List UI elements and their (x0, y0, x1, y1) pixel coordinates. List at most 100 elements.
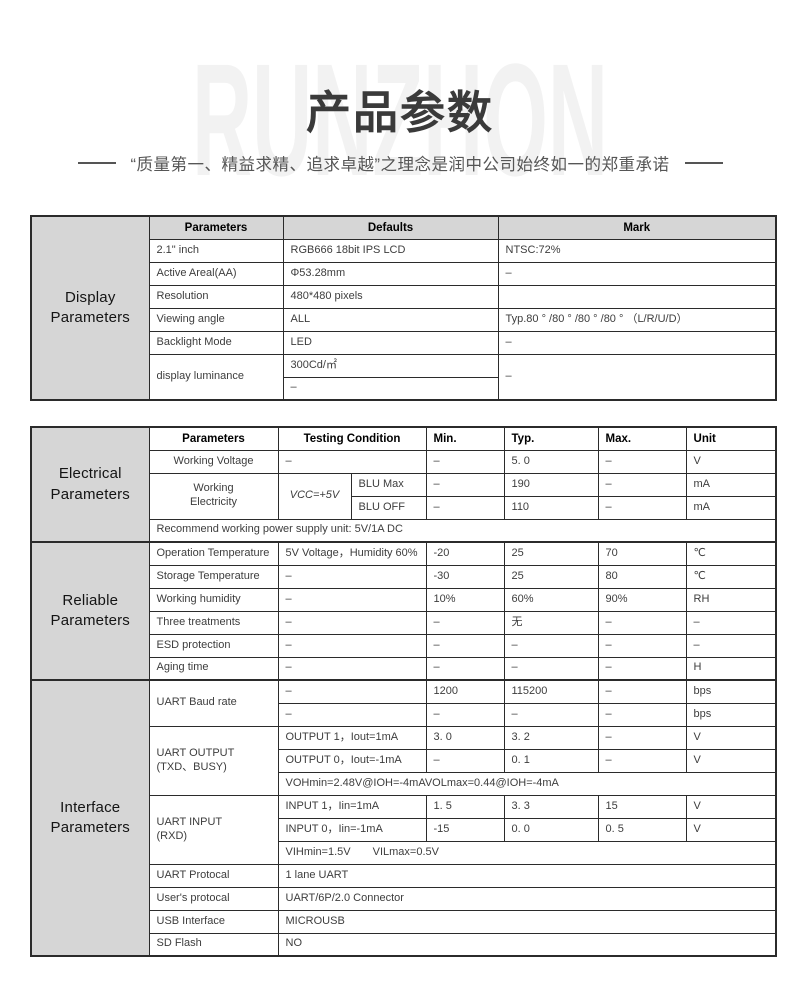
condition-cell: – (277, 633, 427, 658)
param-cell: Operation Temperature (148, 541, 279, 566)
max-cell: – (597, 679, 687, 704)
min-cell: – (425, 633, 505, 658)
condition-cell: INPUT 1，Iin=1mA (277, 794, 427, 819)
min-cell: -15 (425, 817, 505, 842)
typ-cell: – (503, 656, 599, 681)
col-header-parameters: Parameters (148, 215, 284, 240)
default-cell: Φ53.28mm (282, 261, 499, 286)
max-cell: 80 (597, 564, 687, 589)
mark-cell: Typ.80 ° /80 ° /80 ° /80 ° （L/R/U/D） (497, 307, 777, 332)
mark-cell: – (497, 261, 777, 286)
min-cell: – (425, 748, 505, 773)
table-row: – (31, 376, 776, 401)
typ-cell: 0. 1 (503, 748, 599, 773)
note-cell: Recommend working power supply unit: 5V/… (148, 518, 777, 543)
max-cell: – (597, 449, 687, 474)
subtitle-row: “质量第一、精益求精、追求卓越”之理念是润中公司始终如一的郑重承诺 (0, 151, 800, 175)
page-title: 产品参数 (305, 87, 494, 138)
value-cell: NO (277, 932, 777, 957)
unit-cell: ℃ (685, 564, 777, 589)
table-row: Interface Parameters UART Baud rate – 12… (30, 679, 777, 957)
table-row: Display Parameters Parameters Defaults M… (30, 215, 777, 401)
col-header-testing-condition: Testing Condition (277, 426, 427, 451)
unit-cell: RH (685, 587, 777, 612)
unit-cell: mA (685, 495, 777, 520)
condition-cell: OUTPUT 0，Iout=-1mA (277, 748, 427, 773)
param-cell: User's protocal (148, 886, 279, 911)
typ-cell: 无 (503, 610, 599, 635)
unit-cell: V (685, 748, 777, 773)
min-cell: – (425, 472, 505, 497)
condition-cell: VCC=+5V (277, 472, 352, 520)
col-header-mark: Mark (497, 215, 777, 240)
section-label-reliable: Reliable Parameters (30, 541, 150, 681)
unit-cell: V (685, 449, 777, 474)
min-cell: 1200 (425, 679, 505, 704)
default-cell: – (282, 376, 499, 401)
mark-cell: NTSC:72% (497, 238, 777, 263)
table-row: Active Areal(AA) Φ53.28mm – (31, 261, 777, 286)
default-cell: RGB666 18bit IPS LCD (282, 238, 499, 263)
table-row: ESD protection – – – – – (31, 633, 777, 658)
min-cell: 3. 0 (425, 725, 505, 750)
max-cell: – (597, 633, 687, 658)
param-cell: 2.1" inch (148, 238, 284, 263)
max-cell: 70 (597, 541, 687, 566)
electrical-parameters-table: Electrical Parameters Parameters Testing… (30, 426, 778, 543)
table-row: – – – – bps (31, 702, 777, 727)
interface-parameters-table: Interface Parameters UART Baud rate – 12… (30, 679, 777, 957)
param-cell: Working humidity (148, 587, 279, 612)
min-cell: -20 (425, 541, 505, 566)
col-header-defaults: Defaults (282, 215, 499, 240)
max-cell: 15 (597, 794, 687, 819)
section-label-electrical: Electrical Parameters (30, 426, 150, 543)
table-row: INPUT 0，Iin=-1mA -15 0. 0 0. 5 V (31, 817, 777, 842)
table-row: Backlight Mode LED – (31, 330, 777, 355)
param-cell: Working Electricity (148, 472, 279, 520)
max-cell: – (597, 656, 687, 681)
condition-cell: – (277, 610, 427, 635)
param-cell: Viewing angle (148, 307, 284, 332)
condition-cell: INPUT 0，Iin=-1mA (277, 817, 427, 842)
unit-cell: H (685, 656, 777, 681)
subtitle-rule-left (77, 162, 116, 164)
table-row: Reliable Parameters Operation Temperatur… (30, 541, 777, 681)
param-cell: Backlight Mode (148, 330, 284, 355)
note-cell: VIHmin=1.5V VILmax=0.5V (277, 840, 777, 865)
condition-cell: – (277, 587, 427, 612)
table-row: Working Voltage – – 5. 0 – V (31, 449, 777, 474)
col-header-max: Max. (597, 426, 687, 451)
param-cell: Active Areal(AA) (148, 261, 284, 286)
section-label-interface: Interface Parameters (30, 679, 150, 957)
typ-cell: 5. 0 (503, 449, 599, 474)
param-cell: display luminance (148, 353, 284, 401)
condition-sub-cell: BLU Max (350, 472, 427, 497)
value-cell: MICROUSB (277, 909, 777, 934)
max-cell: – (597, 725, 687, 750)
condition-cell: – (277, 449, 427, 474)
mark-cell: – (497, 353, 777, 401)
param-cell: UART Protocal (148, 863, 279, 888)
mark-cell (497, 284, 777, 309)
unit-cell: V (685, 725, 777, 750)
page-subtitle: “质量第一、精益求精、追求卓越”之理念是润中公司始终如一的郑重承诺 (130, 156, 670, 174)
param-cell: UART INPUT (RXD) (148, 794, 279, 865)
typ-cell: 25 (503, 541, 599, 566)
min-cell: 10% (425, 587, 505, 612)
note-cell: VOHmin=2.48V@IOH=-4mAVOLmax=0.44@IOH=-4m… (277, 771, 777, 796)
col-header-min: Min. (425, 426, 505, 451)
max-cell: – (597, 748, 687, 773)
condition-cell: – (277, 702, 427, 727)
condition-sub-cell: BLU OFF (350, 495, 427, 520)
param-cell: UART Baud rate (148, 679, 279, 727)
typ-cell: – (503, 702, 599, 727)
param-cell: SD Flash (148, 932, 279, 957)
unit-cell: bps (685, 679, 777, 704)
unit-cell: – (685, 633, 777, 658)
subtitle-rule-right (684, 162, 723, 164)
typ-cell: 0. 0 (503, 817, 599, 842)
col-header-unit: Unit (685, 426, 777, 451)
max-cell: – (597, 495, 687, 520)
reliable-parameters-table: Reliable Parameters Operation Temperatur… (30, 541, 778, 681)
